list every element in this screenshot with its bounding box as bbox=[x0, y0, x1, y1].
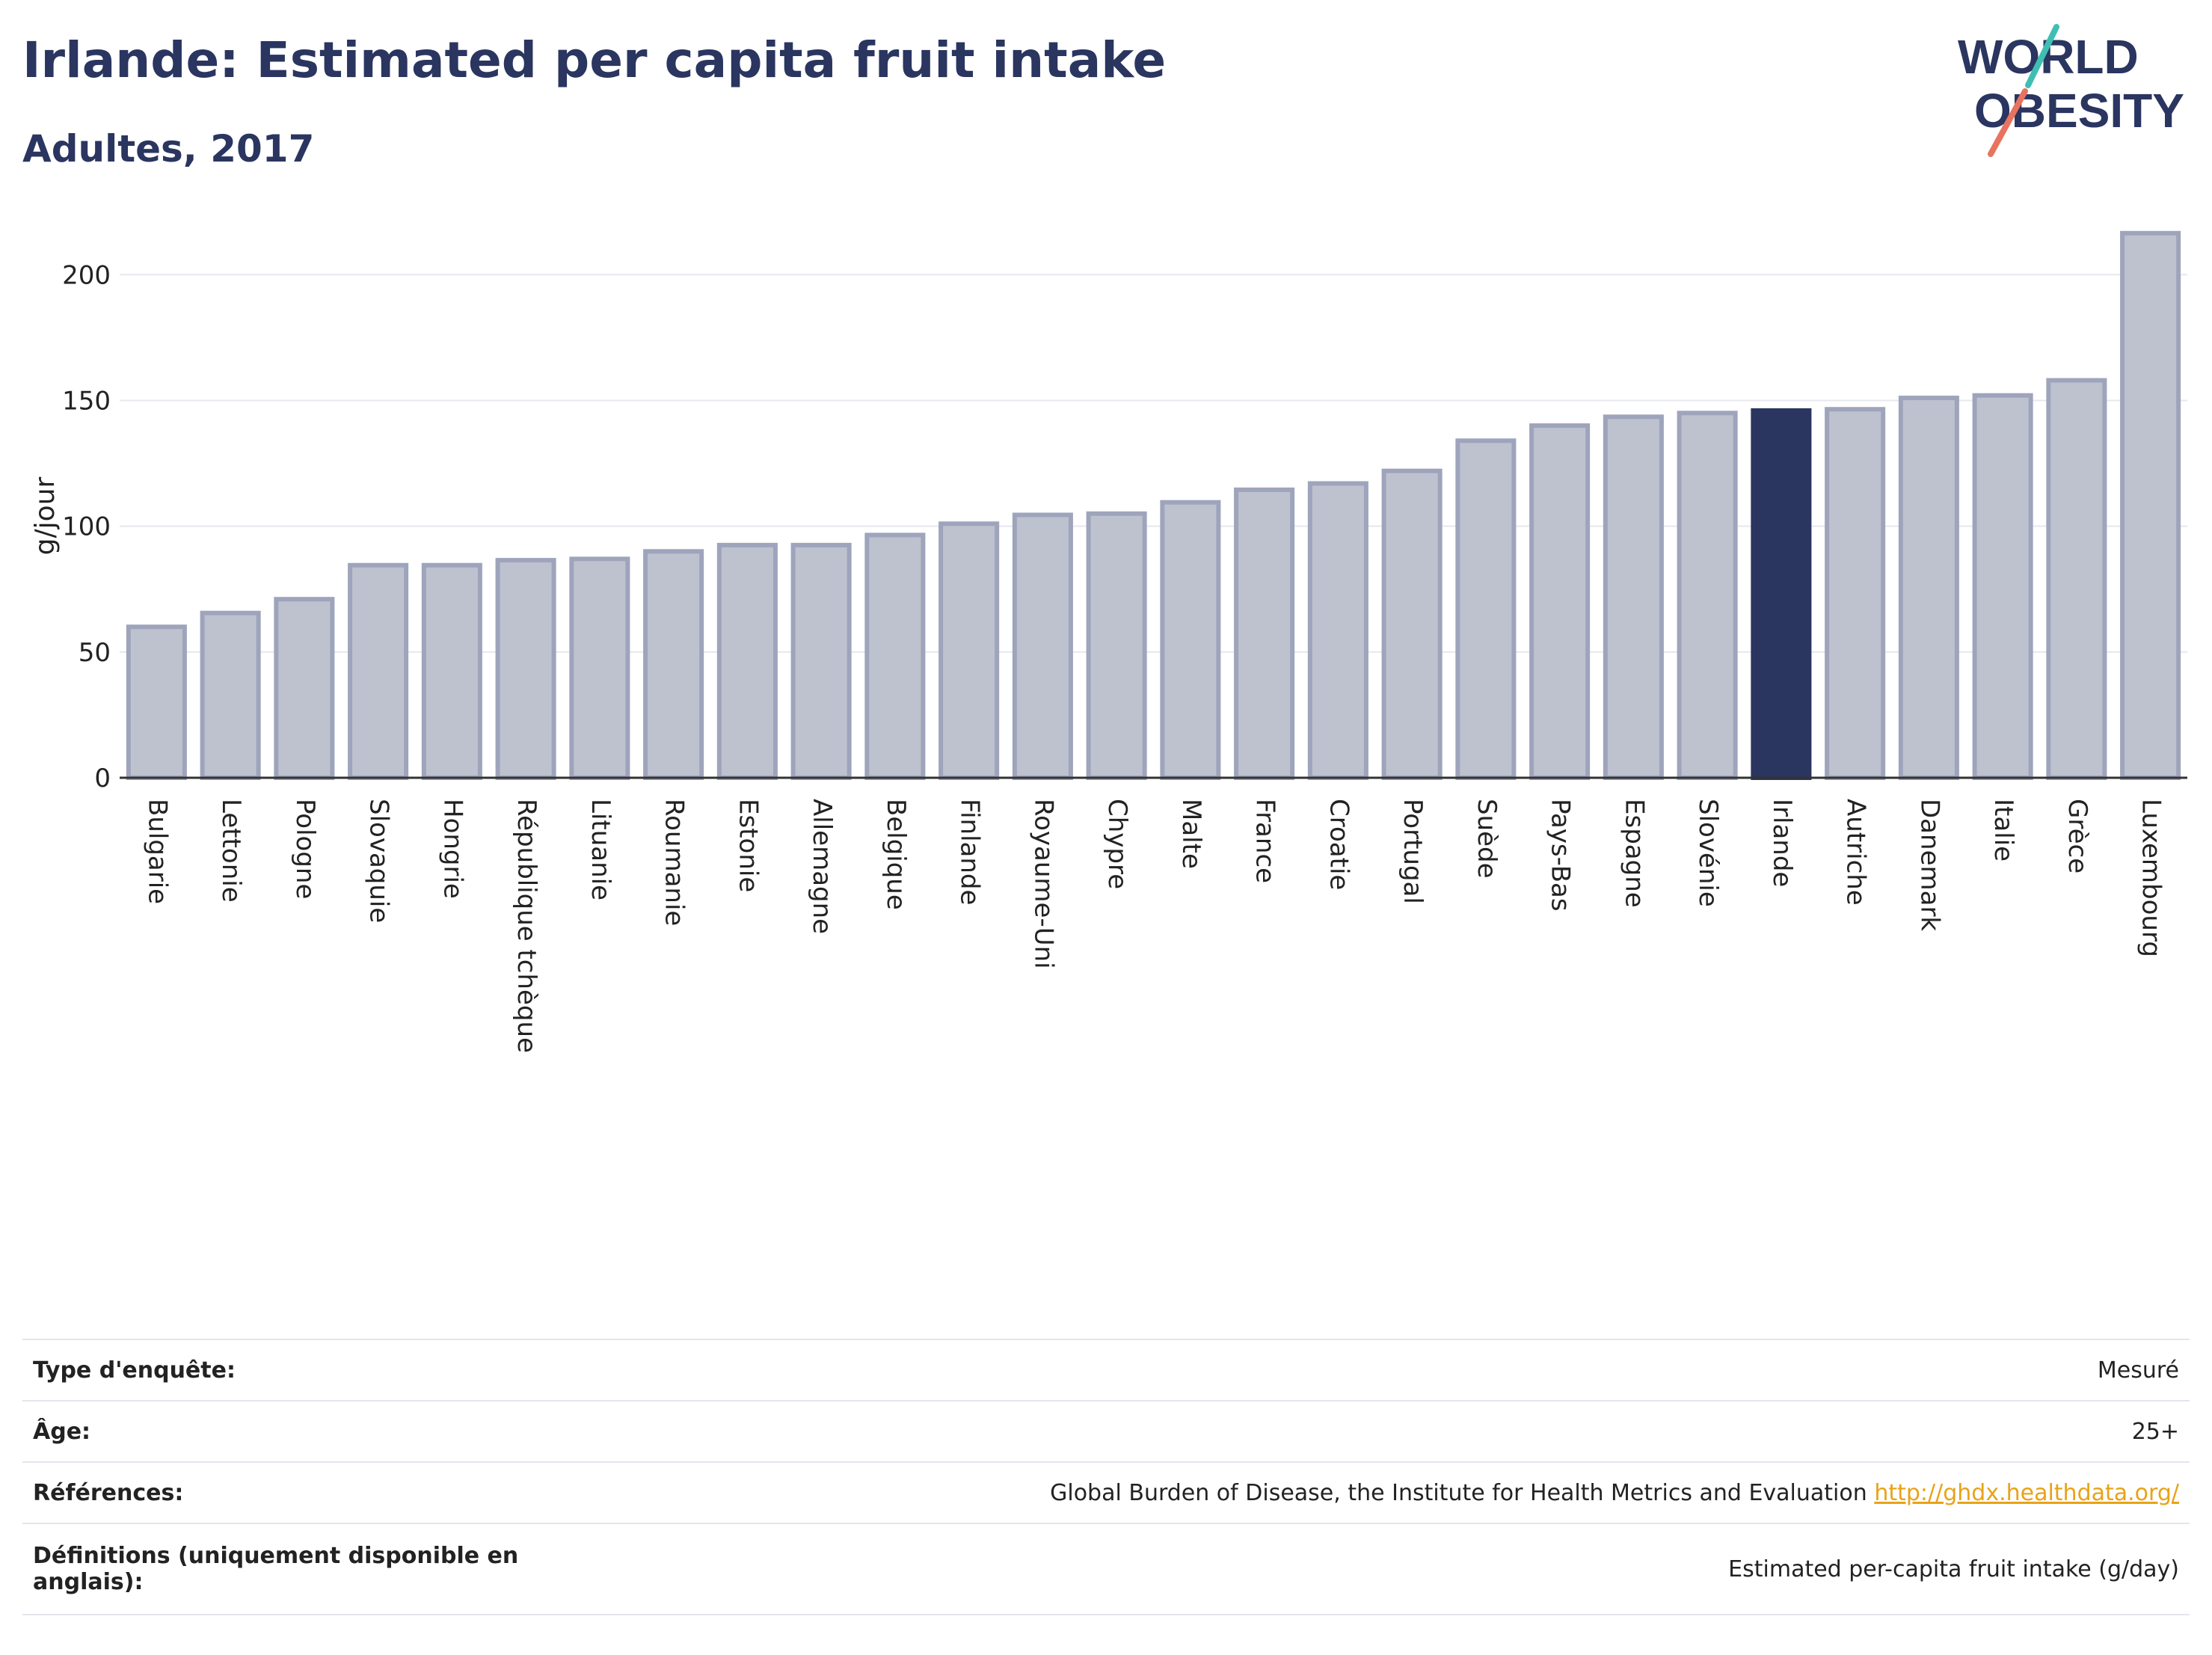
x-tick-label: France bbox=[1250, 799, 1280, 883]
x-tick-label: Espagne bbox=[1619, 799, 1649, 908]
info-row-references: Références: Global Burden of Disease, th… bbox=[22, 1461, 2190, 1523]
x-tick-label: Chypre bbox=[1102, 799, 1132, 889]
logo-line2: OBESITY bbox=[1974, 84, 2184, 138]
logo-slash-teal bbox=[2025, 24, 2059, 88]
info-row-age: Âge: 25+ bbox=[22, 1400, 2190, 1462]
x-tick-label: Slovénie bbox=[1693, 799, 1723, 907]
bar bbox=[1086, 511, 1147, 780]
x-tick-label: Croatie bbox=[1324, 799, 1354, 890]
bar bbox=[1972, 393, 2033, 781]
x-tick-label: Roumanie bbox=[660, 799, 689, 926]
bar bbox=[1307, 481, 1368, 780]
x-tick-label: Finlande bbox=[955, 799, 985, 905]
bar bbox=[1825, 407, 1886, 781]
bar bbox=[2120, 230, 2181, 781]
x-tick-label: Pays-Bas bbox=[1546, 799, 1576, 912]
bar bbox=[495, 558, 556, 781]
x-tick-label: Estonie bbox=[733, 799, 763, 892]
info-row-survey-type: Type d'enquête: Mesuré bbox=[22, 1339, 2190, 1401]
info-value: Estimated per-capita fruit intake (g/day… bbox=[552, 1523, 2190, 1615]
bar bbox=[274, 597, 335, 780]
world-obesity-logo: WORLD OBESITY bbox=[1958, 24, 2184, 157]
x-tick-label: Belgique bbox=[881, 799, 911, 910]
x-tick-label: Grèce bbox=[2062, 799, 2092, 873]
x-tick-label: Pologne bbox=[290, 799, 320, 899]
bar bbox=[1234, 487, 1295, 780]
y-axis-label: g/jour bbox=[30, 476, 61, 555]
bars bbox=[126, 230, 2181, 781]
x-tick-label: Allemagne bbox=[807, 799, 837, 934]
x-tick-label: Malte bbox=[1176, 799, 1206, 869]
x-tick-label: Danemark bbox=[1914, 799, 1944, 931]
bar bbox=[126, 624, 187, 780]
bar bbox=[1455, 438, 1517, 780]
bar bbox=[790, 542, 852, 780]
bar-highlight bbox=[1751, 408, 1812, 781]
info-table: Type d'enquête: Mesuré Âge: 25+ Référenc… bbox=[22, 1339, 2190, 1615]
info-value: 25+ bbox=[552, 1400, 2190, 1462]
bar bbox=[1160, 500, 1221, 780]
y-tick-label: 150 bbox=[62, 386, 111, 416]
bar bbox=[200, 610, 261, 780]
x-tick-label: Bulgarie bbox=[142, 799, 172, 904]
info-key: Définitions (uniquement disponible en an… bbox=[22, 1523, 552, 1615]
bar bbox=[864, 532, 926, 781]
info-value: Mesuré bbox=[552, 1339, 2190, 1401]
info-key: Type d'enquête: bbox=[22, 1339, 552, 1401]
bar bbox=[2046, 378, 2107, 780]
bar bbox=[1603, 414, 1664, 780]
bar bbox=[1529, 423, 1591, 780]
y-tick-label: 50 bbox=[79, 638, 111, 668]
x-tick-label: Suède bbox=[1472, 799, 1502, 879]
page-subtitle: Adultes, 2017 bbox=[22, 127, 315, 171]
bar bbox=[1381, 468, 1443, 780]
info-key: Références: bbox=[22, 1461, 552, 1523]
page-title: Irlande: Estimated per capita fruit inta… bbox=[22, 31, 1167, 89]
axes: 0 50 100 150 200 Bulgarie Lettonie Pologne Slova… bbox=[62, 260, 2187, 1053]
x-tick-label: Hongrie bbox=[437, 799, 467, 899]
info-value: Global Burden of Disease, the Institute … bbox=[1050, 1479, 1867, 1506]
x-tick-label: Italie bbox=[1988, 799, 2018, 862]
x-tick-label: Slovaquie bbox=[364, 799, 394, 923]
bar bbox=[1677, 411, 1738, 780]
bar bbox=[1898, 396, 1959, 780]
bar bbox=[716, 542, 778, 780]
info-key: Âge: bbox=[22, 1400, 552, 1462]
bar bbox=[938, 521, 1000, 780]
bar bbox=[569, 556, 630, 780]
x-tick-label: Portugal bbox=[1398, 799, 1428, 904]
x-tick-label: Lituanie bbox=[586, 799, 615, 900]
x-tick-label: Royaume-Uni bbox=[1028, 799, 1058, 969]
bar bbox=[348, 562, 409, 780]
x-tick-label: Lettonie bbox=[216, 799, 246, 903]
y-tick-label: 100 bbox=[62, 512, 111, 542]
bar bbox=[1012, 512, 1073, 780]
info-row-definitions: Définitions (uniquement disponible en an… bbox=[22, 1523, 2190, 1615]
bar-chart: 0 50 100 150 200 Bulgarie Lettonie Pologne Slova… bbox=[30, 230, 2187, 1053]
bar bbox=[643, 549, 704, 780]
bar bbox=[421, 562, 482, 780]
y-tick-label: 0 bbox=[94, 764, 111, 793]
x-tick-label: République tchèque bbox=[511, 799, 541, 1053]
x-tick-label: Luxembourg bbox=[2136, 799, 2166, 957]
reference-link[interactable]: http://ghdx.healthdata.org/ bbox=[1874, 1479, 2179, 1506]
x-tick-label: Irlande bbox=[1767, 799, 1797, 887]
x-tick-label: Autriche bbox=[1841, 799, 1871, 906]
y-tick-label: 200 bbox=[62, 260, 111, 290]
logo-slash-coral bbox=[1988, 88, 2028, 157]
